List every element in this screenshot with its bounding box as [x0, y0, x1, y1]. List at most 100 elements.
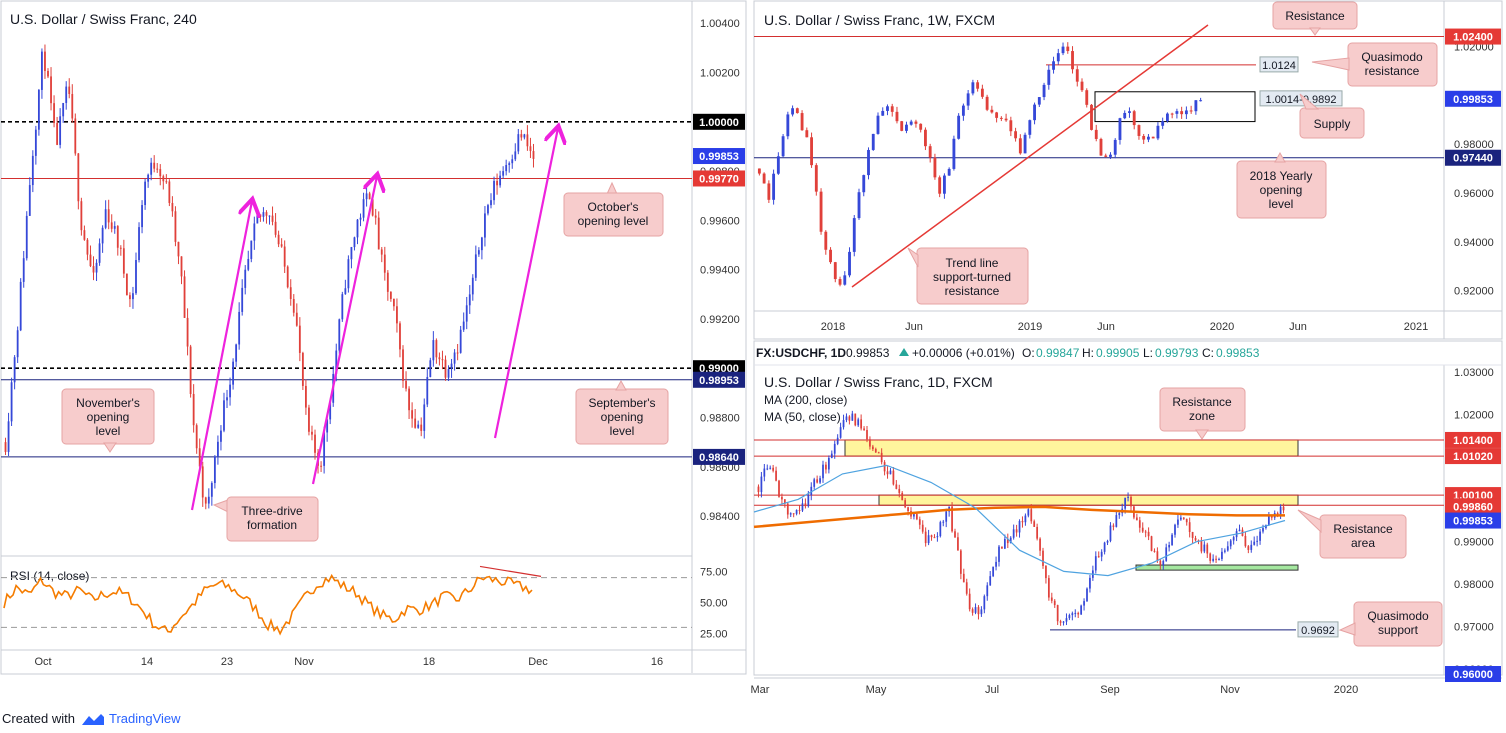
candle-body [201, 466, 204, 498]
candle-body [244, 269, 247, 288]
y-tick-label: 0.99200 [700, 314, 740, 326]
note-text: Resistance area [1333, 522, 1393, 550]
candle-body [223, 400, 225, 431]
candle-body [1171, 534, 1173, 546]
candle-body [1170, 113, 1174, 115]
candle-body [918, 519, 921, 525]
price-tag [693, 448, 745, 465]
candle-body [952, 138, 956, 169]
candle-body [863, 428, 865, 430]
candle-body [1223, 550, 1226, 552]
candle-body [1184, 110, 1188, 115]
candle-body [1097, 556, 1100, 558]
candle-body [335, 350, 338, 374]
candle-body [772, 173, 776, 200]
candle-body [822, 464, 824, 479]
candle-body [153, 162, 156, 169]
candle-body [420, 424, 423, 431]
candle-body [1175, 111, 1179, 114]
candle-body [1206, 544, 1209, 554]
note-quasimodo-resistance: Quasimodo resistance [1311, 42, 1438, 87]
candle-body [1106, 540, 1109, 543]
tradingview-cloud-icon [81, 713, 104, 725]
candle-body [1182, 517, 1185, 519]
candle-body [890, 106, 894, 112]
w1-candles [757, 42, 1203, 287]
candle-body [514, 151, 517, 160]
x-tick-label: 18 [423, 656, 435, 668]
tradingview-watermark[interactable]: Created with TradingView [2, 711, 181, 726]
candle-body [53, 103, 55, 124]
note-text: Resistance zone [1172, 395, 1232, 423]
candle-body [408, 388, 410, 411]
candle-body [983, 596, 986, 610]
candle-body [183, 276, 186, 318]
candle-body [10, 382, 13, 422]
candle-body [1123, 112, 1127, 119]
candle-body [961, 105, 965, 116]
candle-body [766, 468, 769, 470]
rsi-tick-label: 25.00 [700, 629, 728, 641]
candle-body [1137, 125, 1141, 136]
candle-body [1226, 546, 1229, 551]
candle-body [928, 146, 932, 158]
candle-body [1099, 138, 1103, 156]
candle-body [1185, 518, 1188, 523]
o-label: O: [1022, 346, 1035, 360]
legend-ma50: MA (50, close) [764, 410, 841, 424]
candle-body [320, 465, 322, 467]
x-tick-label: 14 [141, 656, 153, 668]
symbol-name[interactable]: FX:USDCHF, 1D [756, 346, 846, 360]
candle-body [1065, 618, 1068, 622]
candle-body [414, 418, 417, 428]
price-tag-label: 0.98953 [699, 375, 739, 387]
candle-body [341, 294, 344, 320]
candle-body [477, 250, 480, 255]
candle-body [1135, 517, 1138, 521]
candle-body [904, 500, 907, 508]
candle-body [968, 593, 971, 610]
candle-body [977, 607, 980, 615]
price-tag-label: 0.96000 [1453, 669, 1493, 681]
candle-body [380, 249, 383, 255]
candle-body [775, 470, 777, 481]
note-text: Quasimodo resistance [1361, 50, 1423, 78]
candle-body [50, 76, 52, 104]
candle-body [1189, 110, 1193, 112]
candle-body [129, 295, 131, 300]
y-tick-label: 0.98400 [700, 511, 740, 523]
candle-body [80, 201, 83, 231]
candle-body [274, 221, 277, 235]
candle-body [195, 425, 198, 449]
candle-body [207, 496, 210, 504]
price-tag [1445, 498, 1501, 515]
candle-body [995, 561, 997, 567]
candle-body [1191, 531, 1194, 539]
legend-ma200: MA (200, close) [764, 393, 847, 407]
candle-body [998, 546, 1000, 562]
candle-body [25, 215, 28, 259]
w1-supply-box [1094, 91, 1256, 123]
candle-body [371, 199, 374, 216]
price-tag [1445, 448, 1501, 465]
candle-body [122, 248, 125, 274]
candle-body [271, 215, 274, 222]
candle-body [966, 93, 970, 106]
candle-body [22, 258, 25, 282]
candle-body [417, 424, 420, 428]
candle-body [532, 151, 535, 159]
candle-body [459, 329, 462, 353]
d1-candles [757, 410, 1285, 626]
candle-body [989, 576, 992, 586]
candle-body [1150, 536, 1153, 551]
x-tick-label: Jul [985, 684, 999, 696]
tradingview-brand: TradingView [108, 711, 181, 726]
candle-body [1194, 100, 1198, 112]
candle-body [1015, 529, 1018, 533]
candle-body [247, 258, 250, 270]
price-tag [693, 371, 745, 388]
c-value: 0.99853 [1216, 346, 1260, 360]
candle-body [980, 609, 983, 615]
candle-body [389, 291, 392, 299]
y-tick-label: 1.03000 [1454, 367, 1494, 379]
